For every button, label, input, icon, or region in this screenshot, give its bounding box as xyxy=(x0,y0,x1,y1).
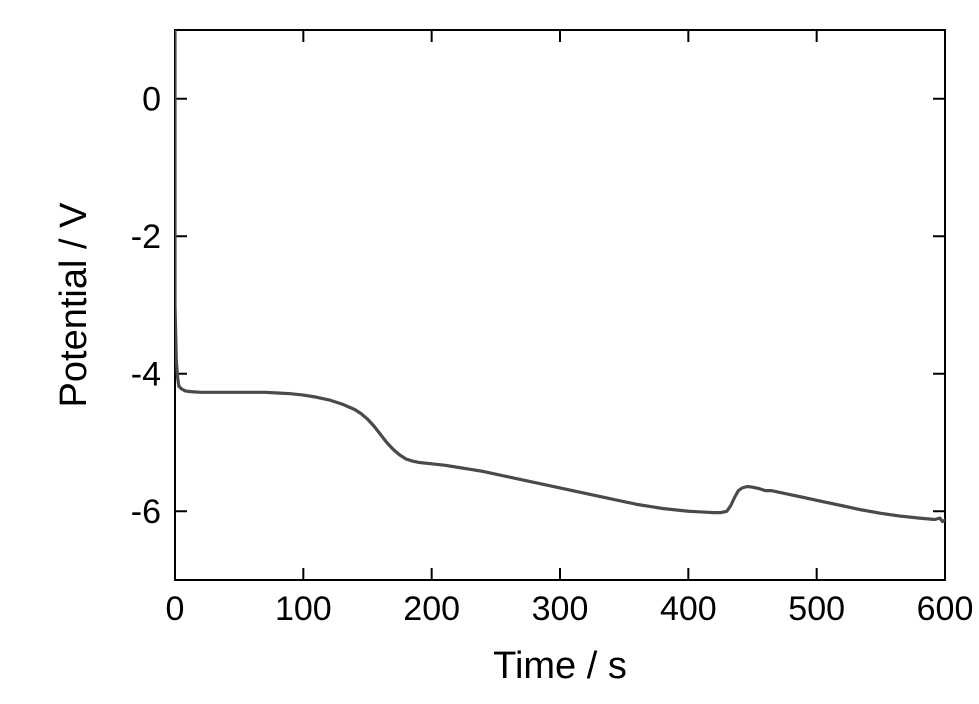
y-tick-label: -2 xyxy=(131,218,161,256)
x-tick-label: 100 xyxy=(275,590,332,628)
chart-container: 0 100 200 300 400 500 600 -6 -4 -2 0 Time / s Potent… xyxy=(0,0,979,704)
x-axis-title: Time / s xyxy=(493,645,627,687)
x-tick-label: 400 xyxy=(660,590,717,628)
potential-time-chart: 0 100 200 300 400 500 600 -6 -4 -2 0 Time / s Potent… xyxy=(0,0,979,704)
y-axis-title: Potential / V xyxy=(53,202,95,408)
x-tick-label: 200 xyxy=(403,590,460,628)
x-tick-label: 0 xyxy=(166,590,185,628)
y-tick-label: -4 xyxy=(131,356,161,394)
x-tick-label: 600 xyxy=(917,590,974,628)
x-tick-label: 300 xyxy=(532,590,589,628)
y-tick-label: -6 xyxy=(131,493,161,531)
y-tick-label: 0 xyxy=(142,81,161,119)
x-tick-label: 500 xyxy=(788,590,845,628)
